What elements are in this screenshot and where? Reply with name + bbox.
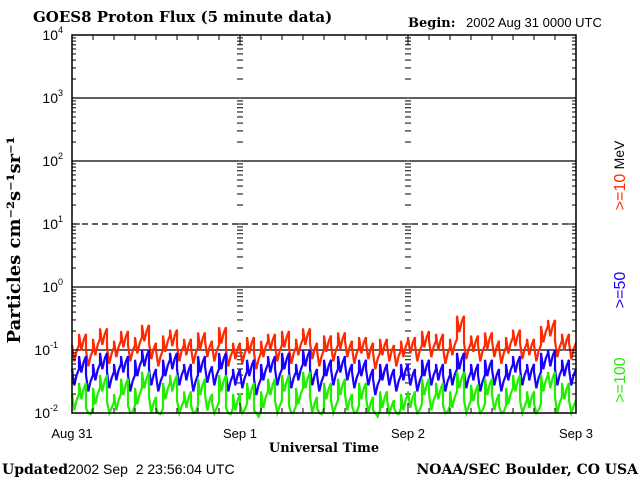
begin-value: 2002 Aug 31 0000 UTC (466, 15, 602, 30)
legend-ge100: >=100 (612, 357, 629, 402)
series-line-ge10 (70, 315, 578, 370)
x-axis-label: Universal Time (269, 441, 379, 456)
y-tick-label: 10-1 (34, 340, 58, 358)
x-axis-ticks: Aug 31 Sep 1 Sep 2 Sep 3 (51, 35, 593, 441)
y-tick-label: 103 (42, 88, 63, 106)
updated-label: Updated (2, 462, 68, 478)
x-tick-label: Sep 2 (391, 426, 425, 441)
y-tick-label: 102 (42, 151, 63, 169)
y-tick-label: 100 (42, 277, 63, 295)
legend-unit-mev: MeV (611, 140, 627, 169)
credit: NOAA/SEC Boulder, CO USA (417, 462, 640, 478)
legend-ge10: >=10 (612, 174, 629, 211)
x-tick-label: Sep 3 (559, 426, 593, 441)
begin-label: Begin: (408, 16, 456, 31)
series-line-ge50 (70, 349, 578, 396)
legend-ge50: >=50 (612, 272, 629, 309)
x-tick-label: Sep 1 (223, 426, 257, 441)
x-tick-label: Aug 31 (51, 426, 92, 441)
series-lines (70, 315, 578, 419)
chart-title: GOES8 Proton Flux (5 minute data) (33, 8, 332, 26)
y-tick-label: 10-2 (34, 403, 58, 421)
y-tick-label: 101 (42, 214, 63, 232)
updated-value: 2002 Sep 2 23:56:04 UTC (68, 461, 235, 477)
series-line-ge100 (70, 371, 578, 419)
y-tick-label: 104 (42, 25, 63, 43)
y-axis-label: Particles cm⁻²s⁻¹sr⁻¹ (4, 137, 25, 344)
y-axis-ticks: 104 103 102 101 100 10-1 10-2 (34, 25, 576, 421)
